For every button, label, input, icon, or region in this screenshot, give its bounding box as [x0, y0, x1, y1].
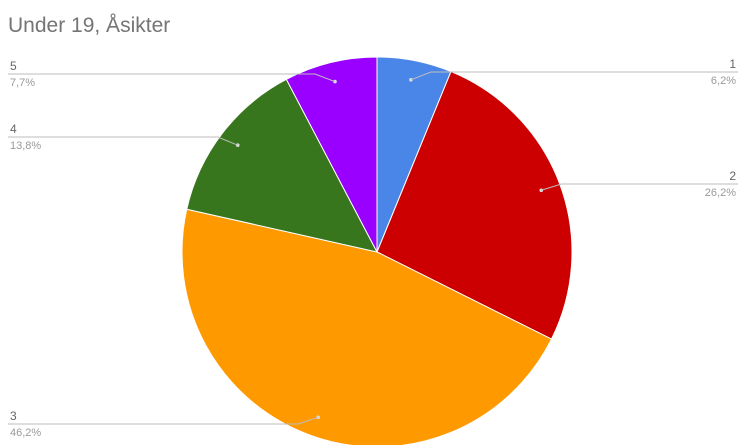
slice-label-5: 5 — [10, 59, 17, 73]
slice-label-1: 1 — [729, 57, 736, 71]
slice-label-3: 3 — [10, 409, 17, 423]
slice-percent-4: 13,8% — [10, 140, 41, 152]
slice-percent-1: 6,2% — [711, 75, 736, 87]
leader-line-4 — [8, 136, 238, 146]
pie-slice-5 — [285, 56, 378, 253]
pie-slice-4 — [186, 78, 378, 253]
pie-slice-3 — [181, 208, 553, 445]
slice-label-2: 2 — [729, 169, 736, 183]
leader-line-5 — [8, 73, 336, 83]
leader-line-1 — [410, 71, 738, 81]
pie-slices — [181, 56, 573, 445]
slice-percent-5: 7,7% — [10, 77, 35, 89]
slice-label-4: 4 — [10, 122, 17, 136]
pie-slice-2 — [376, 70, 573, 340]
slice-percent-2: 26,2% — [705, 187, 736, 199]
slice-labels: 1 6,2% 2 26,2% 3 46,2% 4 13,8% 5 7,7% — [10, 57, 736, 439]
leader-line-2 — [541, 183, 738, 191]
leader-lines — [8, 71, 738, 425]
chart-title: Under 19, Åsikter — [8, 14, 171, 37]
leader-line-3 — [8, 416, 319, 425]
slice-percent-3: 46,2% — [10, 427, 41, 439]
leader-dot-3 — [316, 415, 320, 420]
leader-dot-5 — [333, 79, 337, 84]
